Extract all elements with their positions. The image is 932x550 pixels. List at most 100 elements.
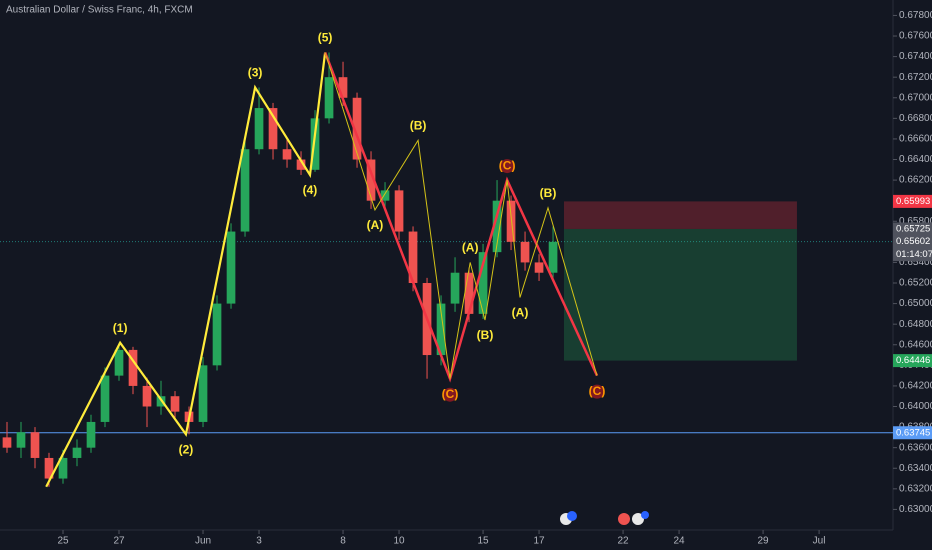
wave-line bbox=[506, 180, 598, 376]
candle-body bbox=[296, 159, 306, 170]
wave-label: (5) bbox=[318, 31, 333, 45]
y-tick-label: 0.65400 bbox=[899, 257, 932, 268]
x-tick-label: 17 bbox=[533, 536, 545, 547]
x-tick-label: 8 bbox=[340, 536, 346, 547]
wave-label: (C) bbox=[499, 158, 516, 172]
candle-body bbox=[170, 396, 180, 412]
y-tick-label: 0.64800 bbox=[899, 319, 932, 330]
wave-label: (1) bbox=[113, 321, 128, 335]
wave-label: (B) bbox=[477, 328, 494, 342]
candle-body bbox=[478, 252, 488, 314]
x-tick-label: 27 bbox=[113, 536, 125, 547]
price-label-bg bbox=[893, 222, 932, 236]
candle-body bbox=[506, 200, 516, 242]
wave-label: (4) bbox=[303, 183, 318, 197]
wave-label: (A) bbox=[462, 241, 479, 255]
candle-body bbox=[198, 365, 208, 422]
wave-label: (2) bbox=[179, 442, 194, 456]
y-tick-label: 0.65000 bbox=[899, 298, 932, 309]
y-tick-label: 0.63200 bbox=[899, 483, 932, 494]
event-icon[interactable] bbox=[641, 511, 649, 519]
wave-label: (B) bbox=[540, 186, 557, 200]
y-tick-label: 0.64200 bbox=[899, 381, 932, 392]
candle-body bbox=[30, 432, 40, 458]
x-tick-label: 24 bbox=[673, 536, 685, 547]
candle-body bbox=[436, 303, 446, 356]
wave-line bbox=[324, 52, 451, 379]
y-tick-label: 0.65800 bbox=[899, 216, 932, 227]
zone bbox=[563, 201, 797, 229]
y-tick-label: 0.67000 bbox=[899, 92, 932, 103]
wave-label-badge bbox=[443, 387, 458, 402]
wave-label: (C) bbox=[442, 387, 459, 401]
wave-label: (A) bbox=[512, 306, 529, 320]
candle-body bbox=[86, 421, 96, 448]
event-icons[interactable] bbox=[560, 511, 649, 525]
x-tick-label: Jul bbox=[813, 536, 826, 547]
price-label: 0.65993 bbox=[896, 196, 930, 207]
y-tick-label: 0.66800 bbox=[899, 113, 932, 124]
wave-line bbox=[45, 52, 327, 488]
candle-body bbox=[520, 241, 530, 263]
candle-body bbox=[338, 77, 348, 98]
x-tick-label: 25 bbox=[57, 536, 69, 547]
x-tick-label: 3 bbox=[256, 536, 262, 547]
candle-body bbox=[380, 190, 390, 201]
candle-body bbox=[142, 385, 152, 407]
candle-body bbox=[128, 349, 138, 386]
y-tick-label: 0.66400 bbox=[899, 154, 932, 165]
countdown: 01:14:07 bbox=[896, 249, 932, 260]
wave-label: (A) bbox=[367, 218, 384, 232]
y-tick-label: 0.66200 bbox=[899, 175, 932, 186]
wave-label-badge bbox=[500, 159, 515, 174]
candle-body bbox=[2, 437, 12, 448]
price-label: 0.65725 bbox=[896, 223, 930, 234]
wave-label: (C) bbox=[589, 384, 606, 398]
event-icon[interactable] bbox=[567, 511, 577, 521]
candle-body bbox=[212, 303, 222, 366]
candle-body bbox=[408, 231, 418, 284]
candle-body bbox=[394, 190, 404, 232]
wave-label: (B) bbox=[410, 119, 427, 133]
y-tick-label: 0.66600 bbox=[899, 134, 932, 145]
x-tick-label: 29 bbox=[758, 536, 770, 547]
x-tick-label: Jun bbox=[195, 536, 211, 547]
wave-line bbox=[323, 52, 599, 383]
y-tick-label: 0.65200 bbox=[899, 278, 932, 289]
candle-body bbox=[72, 447, 82, 458]
candle-body bbox=[114, 349, 124, 376]
candle-body bbox=[366, 159, 376, 201]
x-tick-label: 10 bbox=[393, 536, 405, 547]
candle-body bbox=[534, 262, 544, 273]
wave-label-badge bbox=[590, 384, 605, 399]
candle-body bbox=[450, 272, 460, 304]
candle-body bbox=[268, 108, 278, 150]
y-tick-label: 0.63600 bbox=[899, 442, 932, 453]
candle-body bbox=[58, 457, 68, 479]
candle-body bbox=[464, 272, 474, 314]
candle-body bbox=[548, 241, 558, 273]
candle-body bbox=[100, 375, 110, 422]
y-tick-label: 0.67400 bbox=[899, 51, 932, 62]
event-icon[interactable] bbox=[618, 513, 630, 525]
price-label-bg bbox=[893, 354, 932, 368]
candle-body bbox=[226, 231, 236, 304]
candle-body bbox=[324, 77, 334, 119]
candle-body bbox=[44, 457, 54, 479]
candle-body bbox=[16, 432, 26, 448]
price-label-bg bbox=[893, 426, 932, 440]
price-label-bg bbox=[893, 194, 932, 208]
x-tick-label: 22 bbox=[617, 536, 629, 547]
y-tick-label: 0.64000 bbox=[899, 401, 932, 412]
y-tick-label: 0.63000 bbox=[899, 504, 932, 515]
candle-body bbox=[310, 118, 320, 170]
candle-body bbox=[282, 149, 292, 160]
wave-line bbox=[449, 180, 508, 379]
event-icon[interactable] bbox=[632, 513, 644, 525]
price-label: 0.63745 bbox=[896, 427, 930, 438]
price-label: 0.65602 bbox=[896, 236, 930, 247]
y-tick-label: 0.64600 bbox=[899, 339, 932, 350]
zone bbox=[563, 228, 797, 361]
price-label-bg bbox=[893, 235, 932, 262]
candle-body bbox=[254, 108, 264, 150]
